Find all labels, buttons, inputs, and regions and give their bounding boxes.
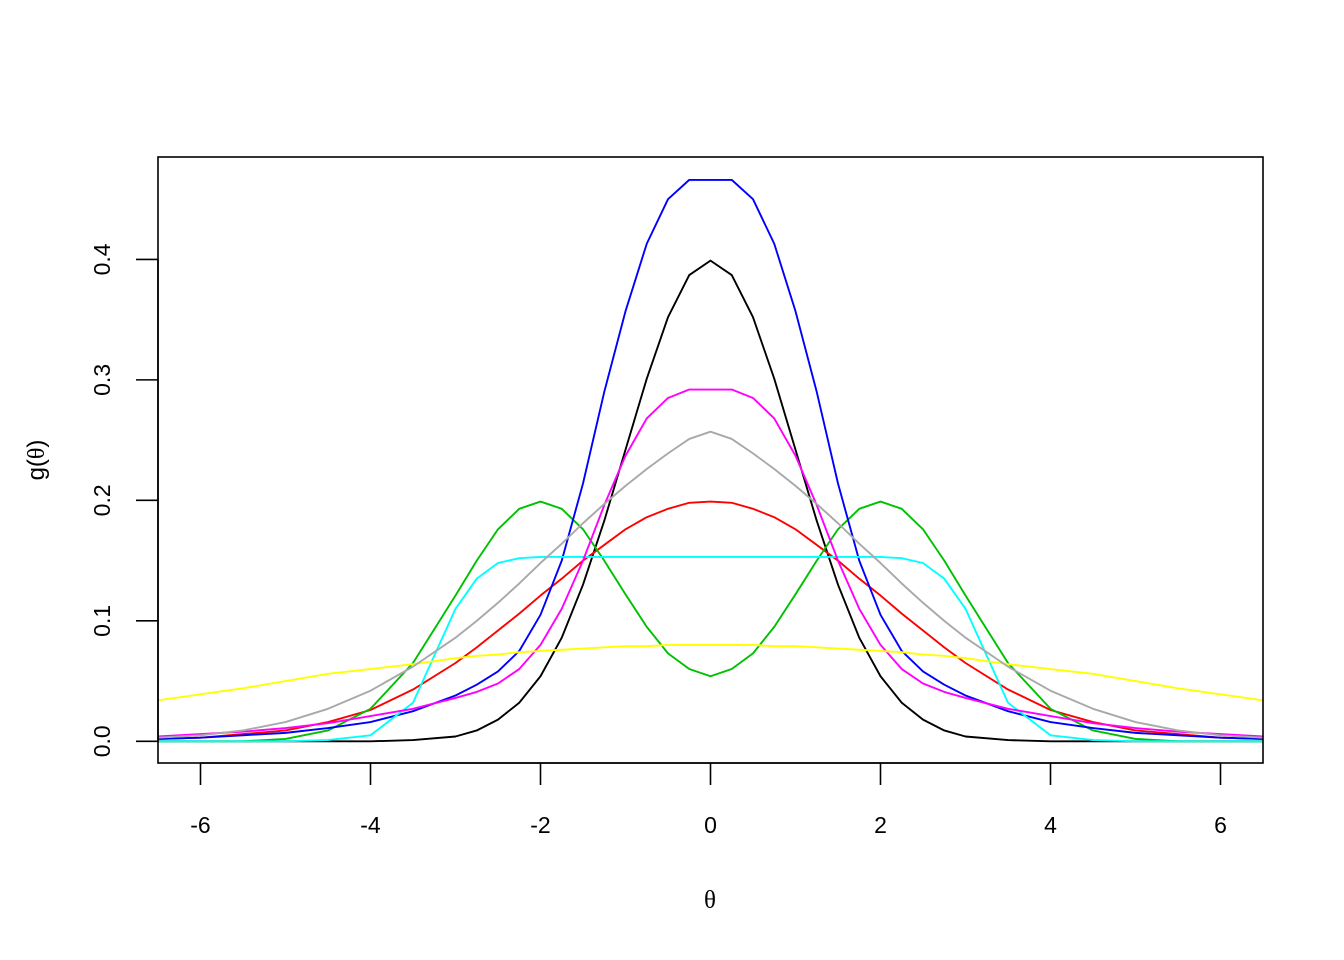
series-layer [158,178,1263,743]
x-tick-label: -2 [530,812,550,838]
series-line-5 [158,556,1263,743]
x-tick-label: -6 [190,812,210,838]
series-line-6 [158,388,1263,738]
series-line-4 [158,178,1263,740]
x-tick-label: 0 [704,812,717,838]
x-axis-title: θ [704,887,716,914]
y-tick-label: 0.0 [89,725,115,757]
y-tick-label: 0.3 [89,364,115,396]
series-line-7 [158,643,1263,702]
series-line-1 [158,259,1263,743]
y-tick-label: 0.1 [89,605,115,637]
x-tick-label: 4 [1044,812,1057,838]
series-line-2 [158,500,1263,740]
y-axis-title: g(θ) [23,440,50,481]
x-tick-label: 2 [874,812,887,838]
series-line-8 [158,430,1263,739]
y-axis: 0.0 0.1 0.2 0.3 0.4 [89,243,159,757]
y-tick-label: 0.4 [89,243,115,275]
x-tick-label: -4 [360,812,381,838]
y-tick-label: 0.2 [89,484,115,516]
series-line-3 [158,500,1263,743]
y-axis-title-symbol: θ [24,448,50,460]
x-tick-label: 6 [1214,812,1227,838]
y-axis-title-suffix: ) [23,440,50,448]
x-axis: -6 -4 -2 0 2 4 6 [190,762,1227,838]
plot-frame [157,156,1264,764]
y-axis-title-prefix: g( [23,459,50,480]
